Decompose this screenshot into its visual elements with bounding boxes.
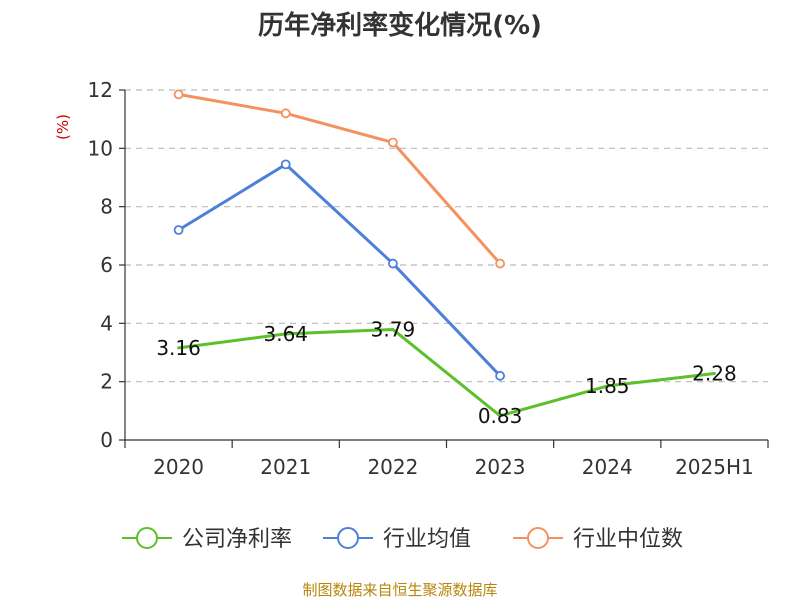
legend-label-2: 行业均值: [383, 527, 471, 552]
x-tick-label: 2023: [475, 455, 526, 479]
y-tick-label: 6: [100, 253, 113, 277]
series-2-point: [388, 258, 398, 269]
x-tick-label: 2024: [582, 455, 633, 479]
series-3-point: [495, 258, 505, 269]
y-tick-label: 8: [100, 195, 113, 219]
series-3-point: [280, 108, 291, 119]
series-line-3: [177, 92, 502, 266]
data-label: 3.79: [371, 317, 416, 341]
legend-marker-2: [337, 527, 359, 549]
data-label: 2.28: [692, 362, 737, 386]
series-2-point: [280, 159, 291, 170]
data-labels: 3.16 3.64 3.79 0.83 1.85 2.28: [156, 317, 736, 427]
series-group: [173, 89, 716, 418]
chart-title: 历年净利率变化情况(%): [258, 10, 542, 41]
y-tick-label: 10: [88, 136, 113, 160]
series-line-2: [177, 162, 502, 378]
x-tick-label: 2022: [367, 455, 418, 479]
x-tick-label: 2025H1: [675, 455, 754, 479]
data-label: 3.64: [263, 322, 308, 346]
data-label: 0.83: [478, 404, 523, 428]
y-tick-label: 0: [100, 428, 113, 452]
series-3-point: [388, 137, 398, 148]
y-tick-label: 12: [88, 78, 113, 102]
x-tick-label: 2021: [260, 455, 311, 479]
axes: 0 2 4 6 8 10 12 2020 2021 2022 2023 2024 2025H1: [88, 78, 769, 479]
legend: 公司净利率 行业均值 行业中位数: [122, 527, 683, 552]
legend-marker-3: [527, 527, 549, 549]
grid-lines: [125, 89, 768, 383]
y-tick-label: 2: [100, 370, 113, 394]
series-3-point: [173, 89, 184, 100]
legend-label-3: 行业中位数: [573, 527, 683, 552]
source-note: 制图数据来自恒生聚源数据库: [302, 581, 497, 599]
series-2-point: [495, 370, 505, 381]
legend-marker-1: [136, 527, 158, 549]
data-label: 1.85: [585, 374, 630, 398]
series-2-point: [173, 225, 184, 235]
x-tick-label: 2020: [153, 455, 204, 479]
y-axis-label: (%): [54, 114, 72, 140]
data-label: 3.16: [156, 336, 201, 360]
legend-label-1: 公司净利率: [182, 527, 292, 552]
series-line-1: [177, 327, 716, 418]
y-tick-label: 4: [100, 311, 113, 335]
